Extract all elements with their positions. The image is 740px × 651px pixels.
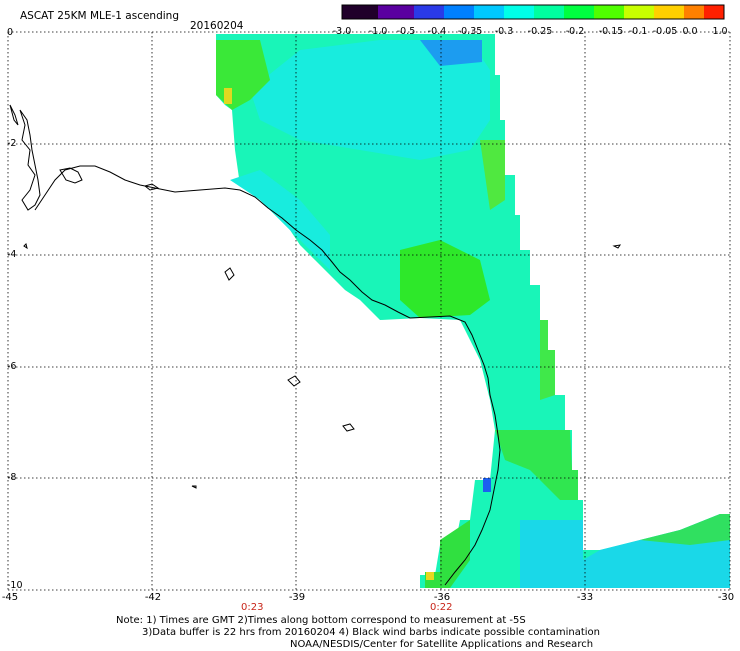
colorbar-label: -0.4 [427,26,447,37]
note-line-3: NOAA/NESDIS/Center for Satellite Applica… [290,639,594,650]
note-line-1: Note: 1) Times are GMT 2)Times along bot… [116,615,526,626]
y-tick-label: -6 [7,361,17,372]
colorbar-label: -1.0 [368,26,388,37]
x-tick-label: -45 [1,592,19,603]
colorbar-label: -0.35 [457,26,483,37]
y-tick-label: -8 [7,472,17,483]
x-tick-label: -33 [576,592,594,603]
colorbar-label: -0.25 [527,26,553,37]
colorbar-label: -0.2 [565,26,585,37]
note-line-2: 3)Data buffer is 22 hrs from 20160204 4)… [142,627,600,638]
time-label: 0:23 [241,602,264,613]
coastline [9,104,622,586]
x-tick-label: -36 [433,592,451,603]
colorbar-label: 0.0 [682,26,698,37]
y-tick-label: -4 [7,249,17,260]
x-tick-label: -42 [144,592,162,603]
colorbar-label: -0.5 [396,26,416,37]
x-tick-label: -30 [717,592,735,603]
x-tick-label: -39 [288,592,306,603]
wind-swath [216,34,730,588]
time-label: 0:22 [430,602,453,613]
y-tick-label: -2 [7,138,17,149]
colorbar-label: 1.0 [712,26,728,37]
colorbar-label: -0.1 [628,26,648,37]
grid-lines [7,31,731,591]
colorbar-label: -0.3 [494,26,514,37]
map-title: ASCAT 25KM MLE-1 ascending [20,10,179,22]
y-tick-label: -10 [7,580,23,591]
y-tick-label: 0 [7,27,14,38]
colorbar-label: -0.05 [652,26,678,37]
map-date: 20160204 [190,20,244,32]
colorbar-label: -3.0 [332,26,352,37]
colorbar [341,4,725,20]
colorbar-label: -0.15 [598,26,624,37]
